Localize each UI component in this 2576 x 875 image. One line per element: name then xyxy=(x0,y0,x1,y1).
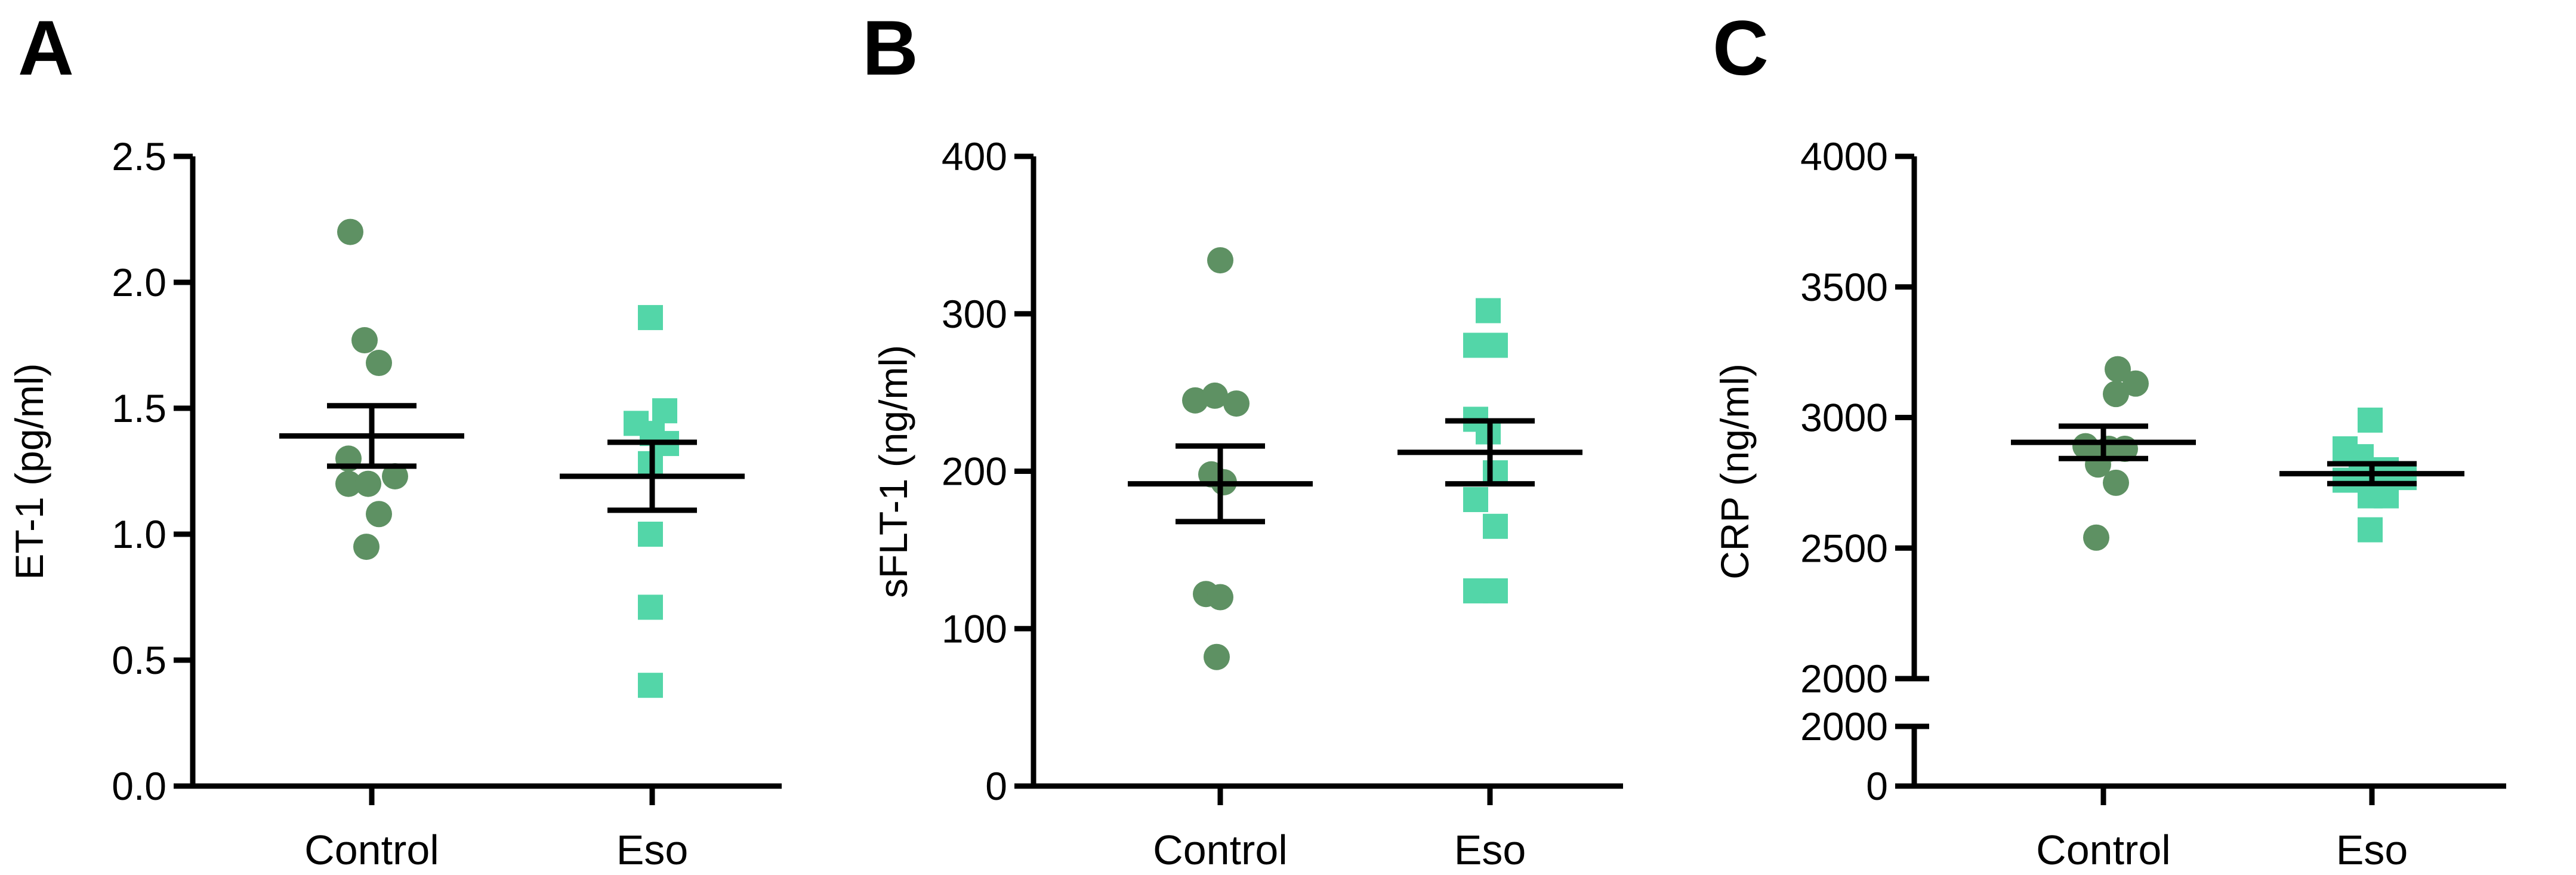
y-tick-label: 0.5 xyxy=(112,638,166,682)
y-tick-label: 0.0 xyxy=(112,764,166,808)
data-point xyxy=(337,218,363,245)
data-point xyxy=(638,673,663,698)
y-tick-label: 300 xyxy=(942,292,1007,336)
series-eso xyxy=(2279,407,2464,543)
y-axis-label: ET-1 (pg/ml) xyxy=(7,363,51,580)
series-eso xyxy=(560,305,745,698)
y-tick-label: 4000 xyxy=(1800,134,1888,178)
y-tick-label: 1.0 xyxy=(112,512,166,556)
x-category-label: Eso xyxy=(616,827,689,873)
data-point xyxy=(2358,517,2383,543)
y-tick-label: 1.5 xyxy=(112,386,166,430)
data-point xyxy=(2105,356,2131,383)
data-point xyxy=(1483,578,1508,603)
data-point xyxy=(1207,584,1233,611)
x-category-label: Control xyxy=(304,827,439,873)
data-point xyxy=(2122,370,2149,397)
data-point xyxy=(1182,387,1208,414)
y-tick-label: 400 xyxy=(942,134,1007,178)
x-category-label: Control xyxy=(1153,827,1288,873)
data-point xyxy=(1476,298,1501,323)
data-point xyxy=(1483,332,1508,358)
y-tick-label: 2.0 xyxy=(112,260,166,304)
panel-a: A ET-1 (pg/ml) 0.0 0.5 1.0 1.5 2.0 2.5 Control Es… xyxy=(7,4,782,873)
data-point xyxy=(353,534,380,560)
data-point xyxy=(1202,382,1228,409)
data-point xyxy=(335,470,362,497)
panel-label: C xyxy=(1713,4,1769,91)
data-point xyxy=(2374,483,2399,509)
data-point xyxy=(1463,486,1488,512)
y-tick-label: 0 xyxy=(1866,764,1888,808)
y-tick-label: 0 xyxy=(985,764,1007,808)
data-point xyxy=(1207,247,1233,274)
data-point xyxy=(1204,643,1230,670)
y-tick-label: 2.5 xyxy=(112,134,166,178)
series-control xyxy=(279,218,464,560)
data-point xyxy=(638,522,663,547)
data-point xyxy=(1483,513,1508,539)
x-category-label: Eso xyxy=(1454,827,1526,873)
data-point xyxy=(366,350,392,377)
x-category-label: Control xyxy=(2036,827,2171,873)
data-point xyxy=(351,327,378,354)
y-axis-label: sFLT-1 (ng/ml) xyxy=(871,345,915,598)
data-point xyxy=(2103,381,2129,408)
y-tick-label: 3500 xyxy=(1800,265,1888,309)
panel-label: A xyxy=(18,4,74,91)
x-category-label: Eso xyxy=(2336,827,2408,873)
panel-label: B xyxy=(862,4,918,91)
series-eso xyxy=(1397,298,1582,603)
panel-c: C CRP (ng/ml) 2000 2500 3000 3500 4000 0 2000 Con… xyxy=(1713,4,2506,873)
series-control xyxy=(2011,356,2196,551)
y-axis-label: CRP (ng/ml) xyxy=(1713,363,1757,580)
y-tick-label: 100 xyxy=(942,606,1007,651)
data-point xyxy=(638,594,663,620)
y-tick-label: 2000 xyxy=(1800,657,1888,701)
data-point xyxy=(1223,390,1250,417)
data-point xyxy=(2358,407,2383,433)
y-tick-label: 2000 xyxy=(1800,704,1888,748)
data-point xyxy=(638,305,663,331)
data-point xyxy=(2103,469,2129,496)
series-control xyxy=(1128,247,1313,670)
data-point xyxy=(2083,524,2109,551)
data-point xyxy=(652,398,677,424)
data-point xyxy=(366,501,392,528)
y-tick-label: 200 xyxy=(942,449,1007,494)
y-tick-label: 2500 xyxy=(1800,526,1888,570)
data-point xyxy=(355,470,381,497)
data-point xyxy=(382,463,408,489)
y-tick-label: 3000 xyxy=(1800,396,1888,440)
